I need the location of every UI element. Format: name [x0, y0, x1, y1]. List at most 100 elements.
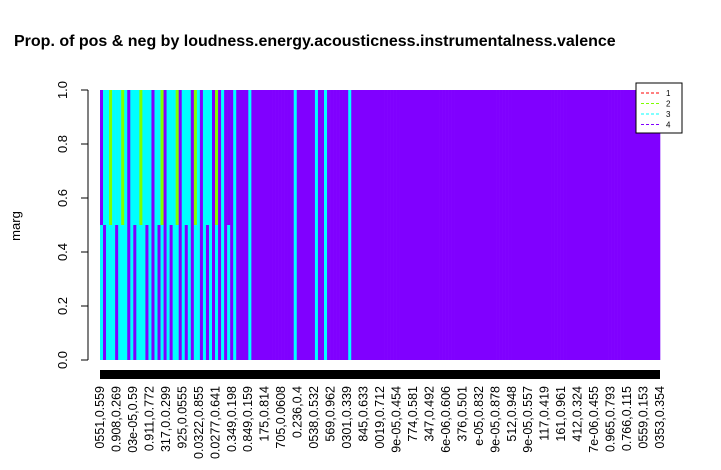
bar-segment	[653, 90, 658, 360]
x-tick-label: 0551,0.559	[93, 386, 107, 449]
bar-segment	[587, 90, 591, 360]
bar-segment	[369, 90, 373, 360]
bar-segment	[650, 90, 655, 360]
bar-segment	[154, 90, 158, 360]
bar-segment	[390, 90, 394, 360]
bar-segment	[529, 90, 534, 360]
bar-segment	[411, 90, 416, 360]
bar-segment	[493, 90, 497, 360]
bar-segment	[526, 90, 531, 360]
legend-label: 2	[666, 100, 671, 109]
bar-segment	[405, 90, 410, 360]
y-tick-label: 0.8	[55, 135, 70, 153]
bar-segment	[169, 90, 173, 225]
bar-segment	[505, 90, 509, 360]
bar-segment	[523, 90, 528, 360]
bar-segment	[426, 90, 431, 360]
bar-segment	[314, 90, 319, 360]
bar-segment	[611, 90, 615, 360]
x-tick-label: 0.0322,0.855	[192, 386, 206, 459]
bar-segment	[236, 90, 240, 360]
bar-segment	[566, 90, 570, 360]
x-tick-label: 845,0.633	[357, 386, 371, 442]
bar-segment	[103, 90, 107, 225]
legend-label: 4	[666, 121, 671, 130]
bar-segment	[544, 90, 549, 360]
bar-segment	[432, 90, 437, 360]
bar-segment	[193, 90, 198, 225]
bar-segment	[324, 90, 328, 360]
bar-segment	[145, 90, 149, 225]
bar-segment	[532, 90, 537, 360]
bar-segment	[175, 90, 180, 225]
bar-segment	[208, 90, 213, 360]
bar-segment	[190, 90, 195, 360]
x-tick-label: 774,0.581	[406, 386, 420, 442]
bar-segment	[157, 225, 161, 360]
bar-segment	[575, 90, 579, 360]
bar-segment	[563, 90, 567, 360]
bar-segment	[260, 90, 264, 360]
x-tick-label: 317,0.0.299	[159, 386, 173, 452]
bar-segment	[215, 225, 219, 360]
bar-segment	[596, 90, 600, 360]
bar-segment	[100, 90, 104, 225]
bar-segment	[248, 90, 252, 360]
bar-segment	[635, 90, 640, 360]
bar-segment	[169, 225, 173, 360]
bar-segment	[387, 90, 391, 360]
bar-segment	[351, 90, 355, 360]
bar-segment	[632, 90, 637, 360]
bar-segment	[127, 90, 131, 360]
bar-segment	[457, 90, 461, 360]
bar-segment	[345, 90, 349, 360]
bar-segment	[360, 90, 364, 360]
bar-segment	[133, 225, 137, 360]
bar-segment	[115, 90, 119, 225]
bar-segment	[311, 90, 316, 360]
y-axis-label: marg	[8, 211, 23, 241]
x-tick-label: 512,0.948	[505, 386, 519, 442]
x-tick-label: 117,0.419	[538, 386, 552, 441]
bar-segment	[184, 90, 189, 225]
bar-segment	[299, 90, 304, 360]
bar-segment	[136, 90, 140, 360]
x-tick-label: 0301,0.339	[340, 386, 354, 449]
bar-segment	[541, 90, 546, 360]
legend-label: 1	[666, 89, 671, 98]
bar-segment	[163, 90, 167, 360]
bar-segment	[275, 90, 279, 360]
x-tick-label: 0.965,0.793	[604, 386, 618, 452]
x-tick-label: 0.908,0.269	[109, 386, 123, 452]
x-tick-label: 0.849,0.159	[241, 386, 255, 452]
bar-segment	[496, 90, 500, 360]
legend-label: 3	[666, 110, 671, 119]
bar-segment	[417, 90, 422, 360]
x-axis: 0551,0.559 0.908,0.269 03e-05,0.59 0.911,0.…	[93, 370, 667, 459]
bar-segment	[139, 90, 143, 225]
bar-segment	[145, 225, 149, 360]
bar-segment	[429, 90, 434, 360]
bar-segment	[202, 90, 207, 360]
x-tick-label: 9e-05,0.454	[389, 386, 403, 453]
bar-segment	[557, 90, 561, 360]
bar-segment	[569, 90, 573, 360]
x-tick-label: 0559,0.153	[637, 386, 651, 449]
bar-segment	[572, 90, 576, 360]
bar-segment	[408, 90, 413, 360]
bar-segment	[230, 90, 234, 360]
bar-segment	[184, 225, 189, 360]
x-tick-label: 0.911,0.772	[142, 386, 156, 451]
bar-segment	[641, 90, 646, 360]
bar-segment	[451, 90, 455, 360]
bar-segment	[629, 90, 634, 360]
bars-group	[100, 90, 661, 360]
bar-segment	[381, 90, 385, 360]
bar-segment	[336, 90, 340, 360]
y-tick-label: 0.2	[55, 297, 70, 315]
bar-segment	[218, 90, 222, 360]
bar-segment	[205, 90, 210, 225]
x-tick-label: 0.236,0.4	[291, 386, 305, 438]
bar-segment	[263, 90, 267, 360]
bar-segment	[475, 90, 479, 360]
